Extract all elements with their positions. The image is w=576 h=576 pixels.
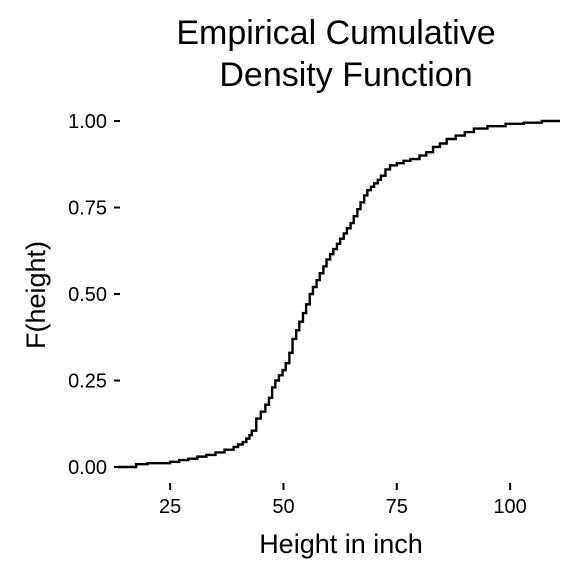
ecdf-step-line: [118, 119, 560, 469]
y-tick-label: 0.75: [68, 198, 107, 220]
x-tick-label: 100: [493, 496, 526, 518]
chart-title-line-2: Density Function: [219, 56, 472, 94]
y-axis: 0.00 0.25 0.50 0.75 1.00: [68, 111, 120, 479]
x-axis: 25 50 75 100: [159, 483, 527, 518]
y-tick-label: 0.25: [68, 371, 107, 393]
x-tick-label: 25: [159, 496, 181, 518]
y-tick-label: 0.50: [68, 284, 107, 306]
y-tick-label: 0.00: [68, 457, 107, 479]
y-tick-label: 1.00: [68, 111, 107, 133]
x-tick-label: 75: [386, 496, 408, 518]
chart-title-line-1: Empirical Cumulative: [176, 14, 495, 52]
plot-area: [118, 119, 560, 469]
y-axis-label: F(height): [21, 241, 51, 349]
chart-title: Empirical Cumulative Density Function: [176, 14, 495, 94]
x-tick-label: 50: [272, 496, 294, 518]
x-axis-label: Height in inch: [259, 529, 423, 559]
